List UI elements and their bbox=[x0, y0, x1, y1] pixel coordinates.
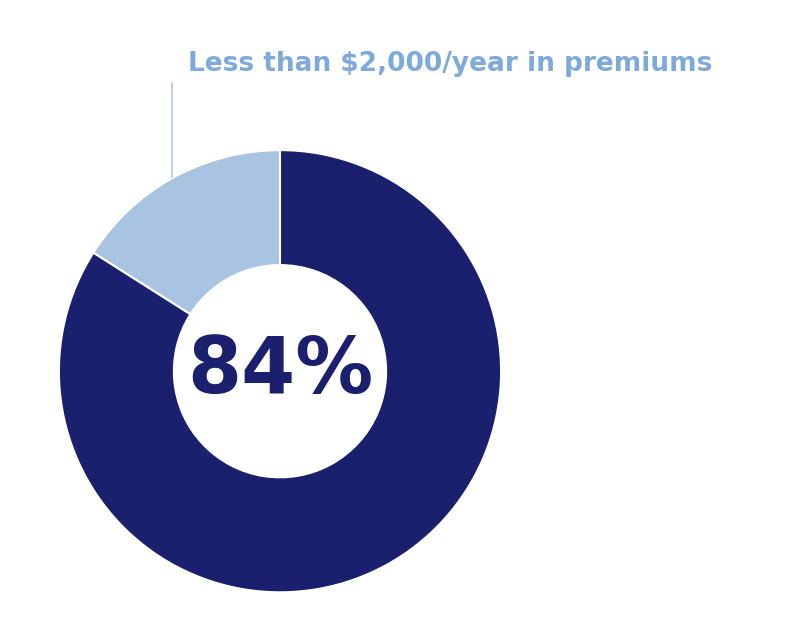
Wedge shape bbox=[59, 150, 501, 592]
Text: Less than $2,000/year in premiums: Less than $2,000/year in premiums bbox=[188, 51, 713, 77]
Text: 84%: 84% bbox=[187, 333, 373, 409]
Wedge shape bbox=[94, 150, 280, 314]
